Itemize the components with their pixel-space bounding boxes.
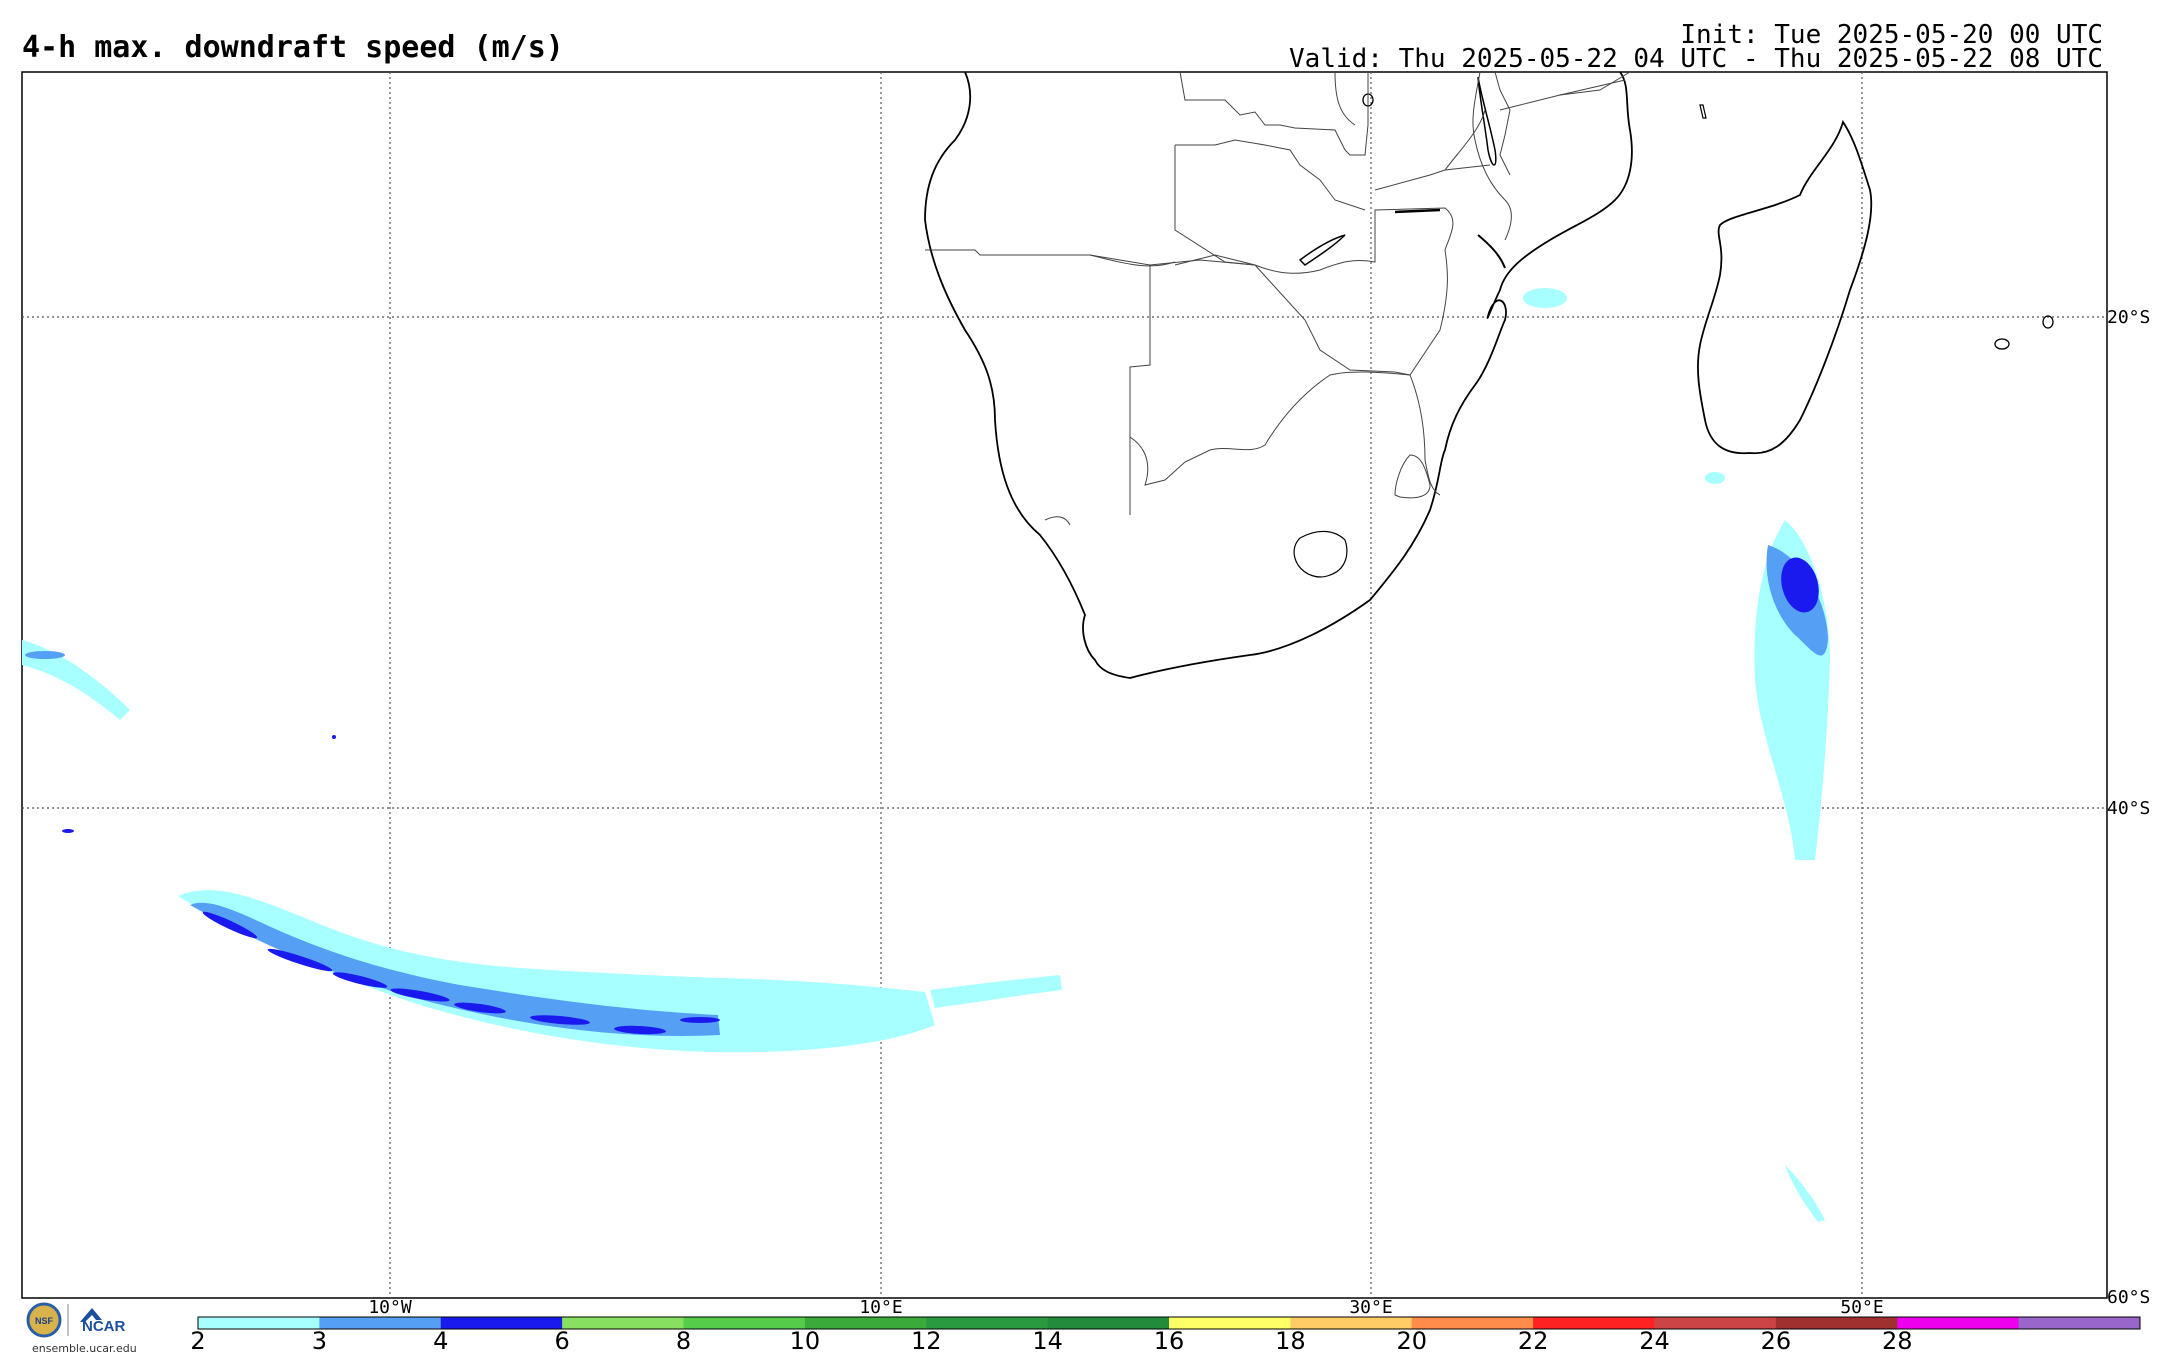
country-borders — [925, 71, 1631, 526]
colorbar-tick-label: 14 — [1032, 1327, 1063, 1354]
colorbar: 2 3 4 6 8 10 12 14 16 18 20 22 24 26 28 — [190, 1316, 2141, 1354]
colorbar-tick-label: 10 — [790, 1327, 821, 1354]
downdraft-area-light — [1705, 472, 1725, 484]
colorbar-segment — [1169, 1317, 1291, 1329]
lon-labels: 10°W 10°E 30°E 50°E — [368, 1297, 1883, 1318]
downdraft-core — [454, 1002, 506, 1014]
colorbar-tick-label: 26 — [1761, 1327, 1792, 1354]
lake-malawi — [1477, 76, 1497, 166]
downdraft-core — [530, 1015, 590, 1025]
downdraft-shading — [22, 288, 1830, 1222]
lon-label: 50°E — [1840, 1297, 1883, 1318]
downdraft-core — [332, 735, 336, 739]
colorbar-segment — [198, 1317, 320, 1329]
colorbar-segment — [926, 1317, 1049, 1329]
lake — [1477, 234, 1506, 269]
lat-label: 20°S — [2107, 307, 2150, 328]
lon-label: 10°W — [368, 1297, 412, 1318]
colorbar-frame — [197, 1316, 2141, 1330]
nsf-seal-icon — [26, 1302, 62, 1338]
downdraft-core — [62, 829, 74, 833]
downdraft-core — [680, 1017, 720, 1023]
lesotho-border — [1293, 530, 1348, 578]
colorbar-tick-label: 3 — [312, 1327, 327, 1354]
colorbar-tick-label: 4 — [433, 1327, 448, 1354]
ncar-mark-icon — [80, 1308, 102, 1322]
colorbar-tick-label: 28 — [1882, 1327, 1913, 1354]
downdraft-core — [1781, 557, 1819, 613]
downdraft-area-light — [930, 975, 1062, 1008]
downdraft-core — [267, 948, 333, 972]
downdraft-area-light — [25, 651, 65, 659]
colorbar-tick-label: 6 — [554, 1327, 569, 1354]
colorbar-segment — [1411, 1317, 1534, 1329]
downdraft-core — [614, 1025, 666, 1035]
nsf-seal-label: NSF — [35, 1316, 54, 1326]
colorbar-segment — [440, 1317, 563, 1329]
valid-time: Valid: Thu 2025-05-22 04 UTC - Thu 2025-… — [1289, 44, 2103, 74]
island — [1699, 104, 1707, 119]
downdraft-core — [332, 972, 388, 988]
africa-coastline — [924, 71, 1633, 679]
logo-url: ensemble.ucar.edu — [32, 1342, 137, 1355]
madagascar-coastline — [1697, 119, 1873, 455]
downdraft-core — [390, 988, 450, 1002]
colorbar-tick-label: 24 — [1639, 1327, 1670, 1354]
colorbar-tick-label: 2 — [190, 1327, 205, 1354]
lon-label: 10°E — [859, 1297, 902, 1318]
colorbar-segment — [1533, 1317, 1655, 1329]
lat-label: 40°S — [2107, 798, 2150, 819]
lat-labels: 20°S 40°S 60°S — [2107, 307, 2150, 1308]
init-time: Init: Tue 2025-05-20 00 UTC — [1680, 20, 2103, 50]
colorbar-segment — [562, 1317, 684, 1329]
colorbar-tick-label: 12 — [911, 1327, 942, 1354]
page-title: 4-h max. downdraft speed (m/s) — [22, 30, 564, 65]
island — [1994, 338, 2010, 350]
graticule — [22, 72, 2107, 1298]
colorbar-tick-label: 22 — [1518, 1327, 1549, 1354]
colorbar-segment — [319, 1317, 442, 1329]
colorbar-segment — [1775, 1317, 1898, 1329]
colorbar-segment — [683, 1317, 806, 1329]
ncar-logo-label: NCAR — [82, 1318, 125, 1335]
lon-label: 30°E — [1349, 1297, 1392, 1318]
colorbar-segment — [1897, 1317, 2020, 1329]
colorbar-segment — [2018, 1317, 2141, 1329]
coastlines — [924, 71, 2054, 679]
downdraft-area-mid — [190, 902, 720, 1036]
downdraft-area-light — [178, 890, 935, 1053]
colorbar-segment — [804, 1317, 927, 1329]
map-frame — [21, 71, 2108, 1299]
downdraft-area-light — [1785, 1165, 1825, 1222]
ncar-logo: NSF NCAR — [26, 1302, 125, 1338]
lake-kariba — [1298, 234, 1346, 266]
colorbar-tick-label: 16 — [1154, 1327, 1185, 1354]
island — [2042, 315, 2054, 329]
downdraft-area-light — [22, 640, 130, 720]
colorbar-tick-label: 8 — [676, 1327, 691, 1354]
colorbar-segment — [1290, 1317, 1413, 1329]
downdraft-core — [202, 911, 258, 939]
colorbar-tick-label: 18 — [1275, 1327, 1306, 1354]
lat-label: 60°S — [2107, 1287, 2150, 1308]
colorbar-segment — [1047, 1317, 1170, 1329]
colorbar-segment — [1654, 1317, 1777, 1329]
lake — [1394, 208, 1441, 214]
downdraft-area-light — [1523, 288, 1567, 308]
colorbar-tick-label: 20 — [1396, 1327, 1427, 1354]
